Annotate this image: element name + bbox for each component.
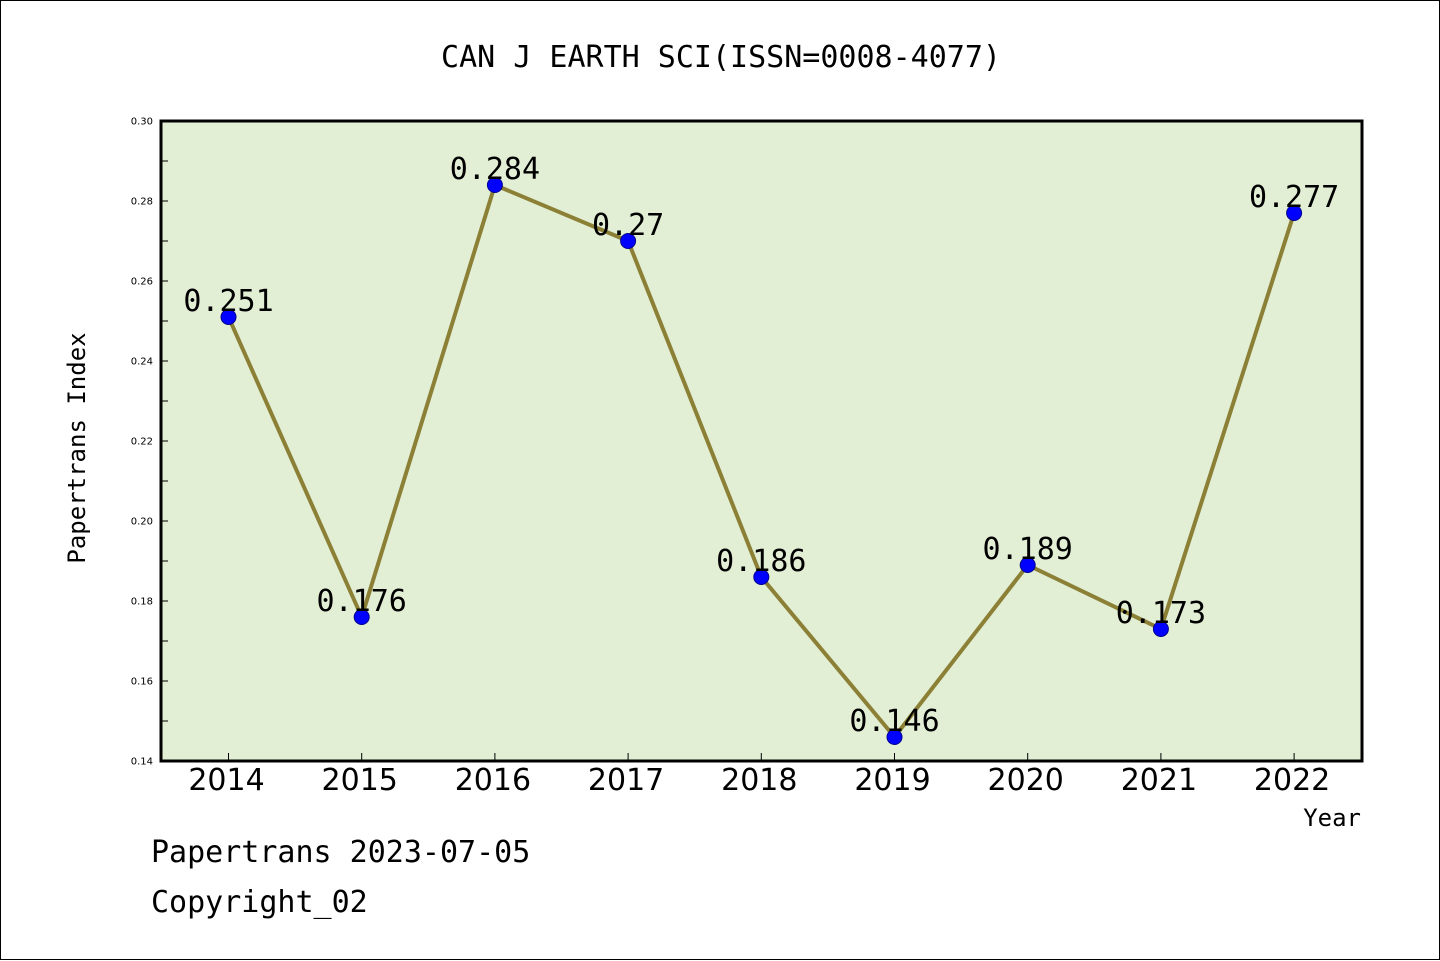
y-tick-label: 0.20 — [131, 517, 153, 528]
data-point — [1152, 621, 1169, 637]
y-tick-label: 0.28 — [131, 197, 153, 208]
footer-date: Papertrans 2023-07-05 — [151, 835, 531, 870]
data-point — [753, 569, 770, 585]
data-label: 0.189 — [983, 532, 1073, 567]
y-tick-label: 0.30 — [131, 117, 153, 128]
data-label: 0.27 — [592, 208, 664, 243]
y-tick-label: 0.18 — [131, 597, 153, 608]
x-tick-label: 2014 — [188, 763, 264, 798]
data-label: 0.251 — [183, 284, 273, 319]
y-tick-label: 0.24 — [131, 357, 153, 368]
data-label: 0.146 — [849, 704, 939, 739]
data-point — [1019, 557, 1036, 573]
x-axis: 2014 2015 2016 2017 2018 2019 2020 2021 2022 — [188, 753, 1330, 798]
chart-title: CAN J EARTH SCI(ISSN=0008-4077) — [441, 40, 1001, 75]
x-tick-label: 2016 — [455, 763, 531, 798]
y-tick-label: 0.14 — [131, 757, 153, 768]
x-tick-label: 2020 — [988, 763, 1064, 798]
plot-area — [161, 121, 1362, 761]
data-point — [620, 233, 637, 249]
data-markers — [220, 177, 1303, 745]
x-tick-label: 2017 — [588, 763, 664, 798]
data-point — [220, 309, 237, 325]
x-tick-label: 2019 — [854, 763, 930, 798]
data-label: 0.173 — [1116, 596, 1206, 631]
y-tick-label: 0.26 — [131, 277, 153, 288]
data-point — [886, 729, 903, 745]
x-tick-label: 2018 — [721, 763, 797, 798]
y-tick-label: 0.22 — [131, 437, 153, 448]
data-point — [486, 177, 503, 193]
y-axis-label: Papertrans Index — [63, 332, 91, 563]
x-tick-label: 2021 — [1121, 763, 1197, 798]
data-label: 0.186 — [716, 544, 806, 579]
data-label: 0.176 — [317, 584, 407, 619]
data-point — [353, 609, 370, 625]
x-tick-label: 2015 — [322, 763, 398, 798]
y-tick-label: 0.16 — [131, 677, 153, 688]
x-tick-label: 2022 — [1254, 763, 1330, 798]
plot-border — [159, 119, 1364, 763]
y-axis: 0.14 0.16 0.18 0.20 0.22 0.24 0.26 0.28 0.30 — [131, 117, 168, 768]
data-labels: 0.251 0.176 0.284 0.27 0.186 0.146 0.189 0.173 0… — [183, 152, 1339, 739]
footer-copyright: Copyright_02 — [151, 885, 368, 920]
data-label: 0.277 — [1249, 180, 1339, 215]
x-axis-label: Year — [1303, 804, 1361, 832]
data-label: 0.284 — [450, 152, 540, 187]
data-point — [1286, 205, 1303, 221]
